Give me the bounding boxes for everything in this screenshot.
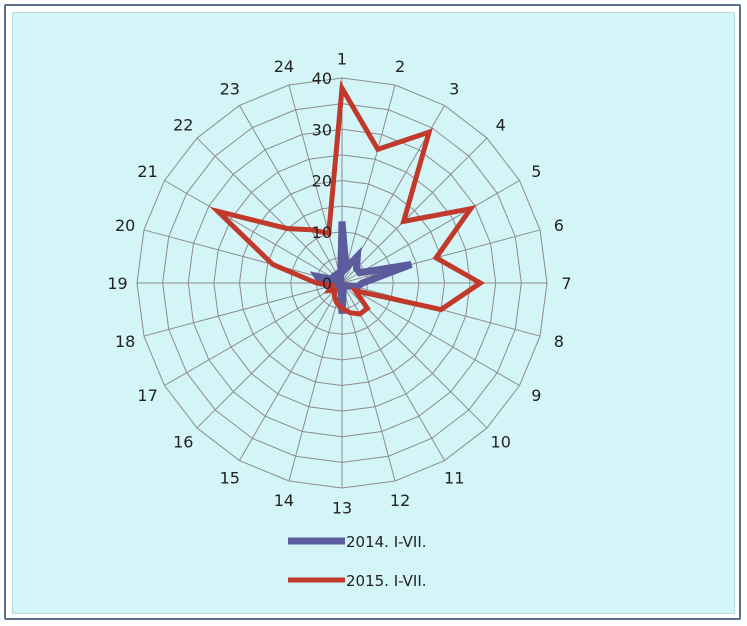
chart-frame: [4, 4, 741, 620]
grid-spoke: [143, 282, 343, 337]
category-label: 1: [337, 50, 347, 69]
grid-spoke: [164, 180, 343, 284]
grid-spoke: [341, 282, 445, 461]
grid-spoke: [341, 282, 520, 386]
grid-spoke: [341, 180, 520, 284]
category-label: 4: [496, 115, 506, 134]
series-layer: [209, 80, 486, 317]
legend-label: 2015. I-VII.: [346, 572, 427, 590]
category-label: 23: [220, 80, 240, 99]
radial-tick-label: 10: [312, 223, 332, 242]
legend-label: 2014. I-VII.: [346, 533, 427, 551]
category-label: 13: [332, 498, 352, 517]
grid-spoke: [143, 229, 343, 284]
grid-spoke: [341, 229, 541, 284]
radial-tick-label: 30: [312, 120, 332, 139]
category-label: 22: [173, 115, 193, 134]
category-label: 15: [220, 468, 240, 487]
grid-spoke: [164, 282, 343, 386]
category-label: 19: [107, 274, 127, 293]
grid-spoke: [341, 282, 396, 482]
grid-spoke: [196, 137, 343, 284]
grid-spoke: [341, 137, 488, 284]
category-label: 17: [137, 386, 157, 405]
radial-tick-label: 40: [312, 69, 332, 88]
category-label: 5: [531, 162, 541, 181]
category-label: 11: [444, 468, 464, 487]
grid-spoke: [288, 84, 343, 284]
legend: 2014. I-VII. 2015. I-VII.: [288, 533, 427, 590]
category-label: 16: [173, 433, 193, 452]
category-label: 21: [137, 162, 157, 181]
grid-spoke: [341, 84, 396, 284]
plot-area: [12, 12, 735, 614]
category-label: 18: [115, 332, 135, 351]
grid-spoke: [288, 282, 343, 482]
radial-tick-label: 0: [322, 274, 332, 293]
category-label: 14: [274, 491, 294, 510]
series-line-2: [209, 80, 486, 317]
grid-spoke: [196, 282, 343, 429]
grid-spoke: [239, 105, 343, 284]
category-label: 3: [449, 80, 459, 99]
radial-tick-label: 20: [312, 172, 332, 191]
grid-spoke: [239, 282, 343, 461]
category-label: 24: [274, 57, 294, 76]
category-label: 2: [395, 57, 405, 76]
category-label: 20: [115, 216, 135, 235]
category-label: 12: [390, 491, 410, 510]
category-label: 8: [554, 332, 564, 351]
category-label: 9: [531, 386, 541, 405]
category-label: 10: [491, 433, 511, 452]
category-label: 6: [554, 216, 564, 235]
series-line-1: [309, 221, 413, 314]
radial-tick-labels: 0 10 20 30 40: [312, 69, 332, 293]
category-label: 7: [561, 274, 571, 293]
